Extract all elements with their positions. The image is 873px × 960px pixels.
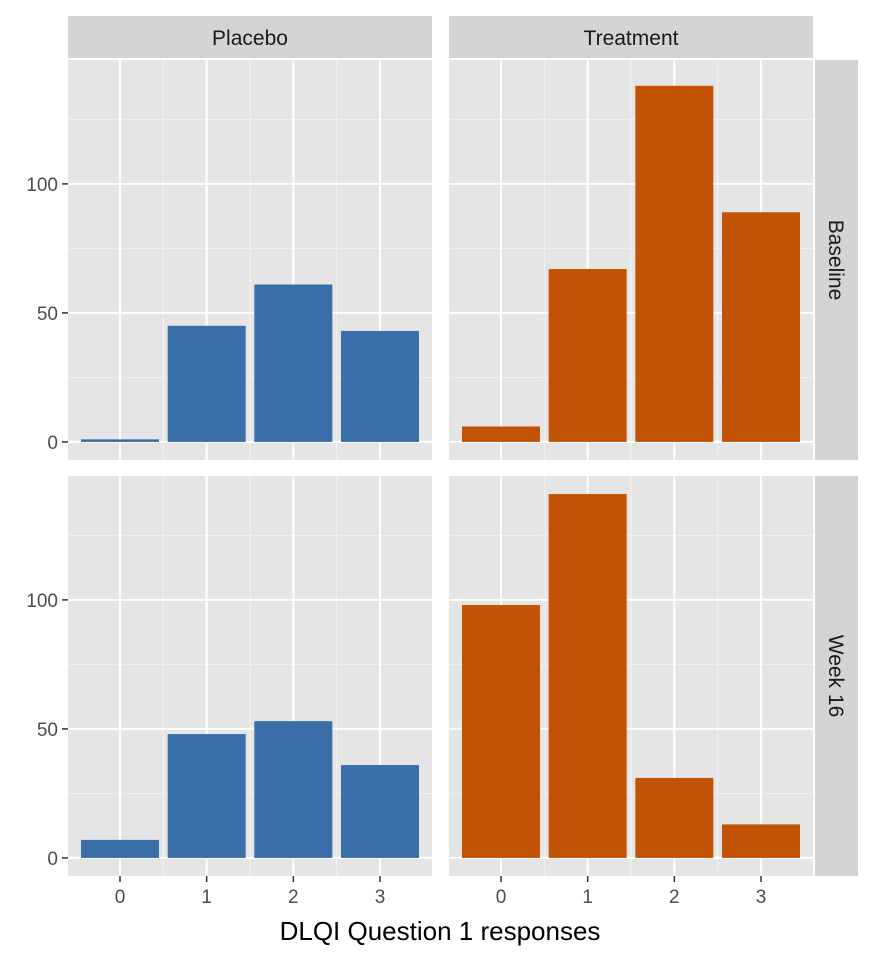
- x-axis-title: DLQI Question 1 responses: [280, 916, 601, 946]
- strip-baseline: [815, 60, 858, 460]
- bar-placebo-week-16-3: [341, 765, 419, 858]
- bar-placebo-week-16-1: [167, 734, 246, 858]
- y-tick-label: 100: [26, 175, 58, 196]
- bar-placebo-baseline-3: [341, 330, 419, 442]
- bar-placebo-baseline-2: [254, 284, 333, 442]
- strip-label-placebo: Placebo: [212, 27, 288, 50]
- bar-placebo-week-16-2: [254, 721, 333, 858]
- bar-treatment-week-16-3: [722, 824, 800, 858]
- x-tick-label: 1: [201, 887, 212, 908]
- x-tick-label: 1: [582, 887, 593, 908]
- y-tick-label: 0: [47, 433, 58, 454]
- strip-week-16: [815, 476, 858, 876]
- strip-label-week-16: Week 16: [824, 635, 847, 718]
- x-tick-label: 3: [375, 887, 386, 908]
- strip-label-treatment: Treatment: [584, 27, 679, 50]
- bar-treatment-week-16-0: [462, 605, 540, 858]
- strip-placebo: [68, 16, 432, 58]
- y-tick-label: 50: [37, 304, 58, 325]
- bar-treatment-week-16-1: [548, 494, 627, 858]
- bar-treatment-week-16-2: [635, 777, 714, 858]
- x-tick-label: 0: [115, 887, 126, 908]
- y-tick-label: 100: [26, 591, 58, 612]
- bar-treatment-baseline-3: [722, 212, 800, 442]
- strip-label-baseline: Baseline: [824, 220, 847, 301]
- bar-treatment-baseline-2: [635, 85, 714, 442]
- y-tick-label: 0: [47, 849, 58, 870]
- y-tick-label: 50: [37, 720, 58, 741]
- x-tick-label: 0: [496, 887, 507, 908]
- bar-placebo-week-16-0: [81, 839, 159, 858]
- bar-treatment-baseline-1: [548, 269, 627, 442]
- strip-treatment: [449, 16, 813, 58]
- bar-treatment-baseline-0: [462, 426, 540, 442]
- x-tick-label: 2: [669, 887, 680, 908]
- bar-placebo-baseline-1: [167, 325, 246, 442]
- x-tick-label: 2: [288, 887, 299, 908]
- x-tick-label: 3: [756, 887, 767, 908]
- bar-placebo-baseline-0: [81, 439, 159, 442]
